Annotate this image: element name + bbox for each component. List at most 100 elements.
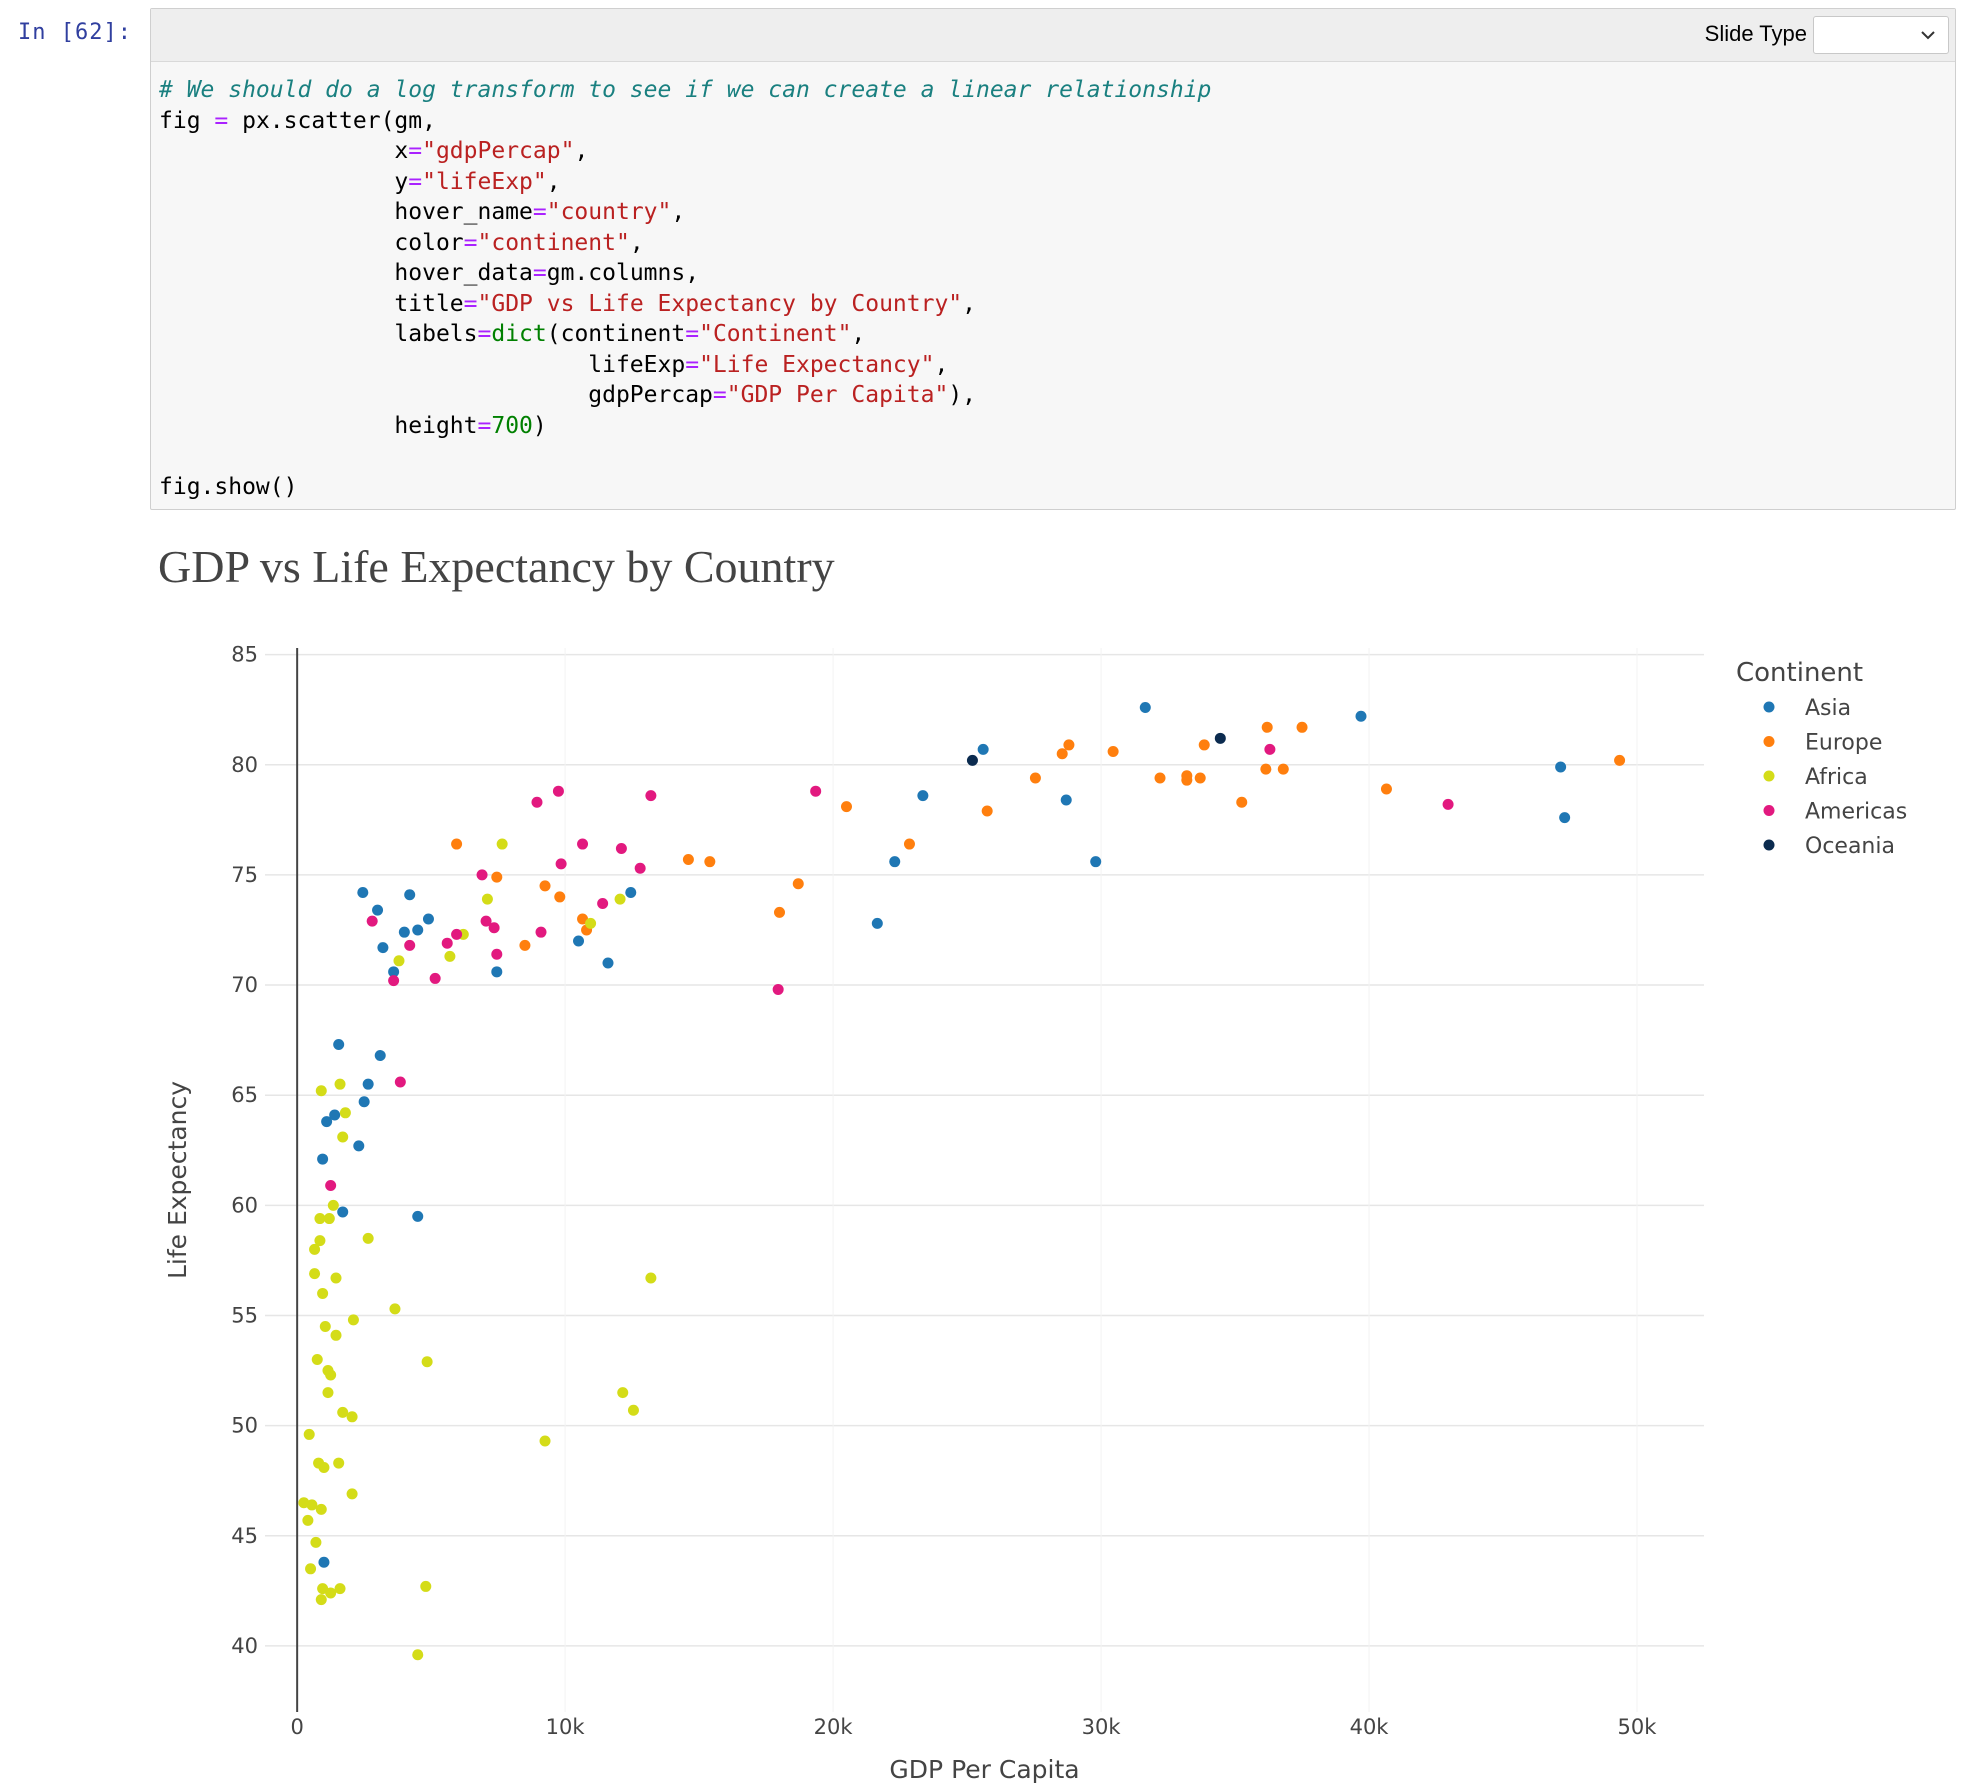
point-asia[interactable] (353, 1140, 365, 1152)
point-africa[interactable] (421, 1356, 433, 1368)
point-americas[interactable] (366, 915, 378, 927)
point-americas[interactable] (394, 1076, 406, 1088)
point-africa[interactable] (314, 1213, 326, 1225)
point-africa[interactable] (319, 1320, 331, 1332)
point-asia[interactable] (491, 966, 503, 978)
point-africa[interactable] (389, 1303, 401, 1315)
point-asia[interactable] (388, 966, 400, 978)
point-africa[interactable] (617, 1387, 629, 1399)
point-asia[interactable] (377, 942, 389, 954)
point-africa[interactable] (318, 1461, 330, 1473)
code-cell[interactable]: Slide Type # We should do a log transfor… (150, 8, 1956, 510)
point-asia[interactable] (358, 1096, 370, 1108)
point-asia[interactable] (1060, 794, 1072, 806)
point-americas[interactable] (325, 1180, 337, 1192)
point-asia[interactable] (337, 1206, 349, 1218)
point-africa[interactable] (333, 1457, 345, 1469)
point-asia[interactable] (1555, 761, 1567, 773)
point-africa[interactable] (323, 1213, 335, 1225)
point-africa[interactable] (412, 1649, 424, 1661)
point-africa[interactable] (325, 1369, 337, 1381)
legend-item-africa[interactable]: Africa (1763, 765, 1868, 790)
point-americas[interactable] (1442, 798, 1454, 810)
point-asia[interactable] (333, 1039, 345, 1051)
point-americas[interactable] (480, 915, 492, 927)
point-africa[interactable] (627, 1404, 639, 1416)
point-africa[interactable] (444, 950, 456, 962)
point-africa[interactable] (317, 1583, 329, 1595)
point-asia[interactable] (625, 887, 637, 899)
point-americas[interactable] (552, 785, 564, 797)
point-africa[interactable] (322, 1387, 334, 1399)
point-asia[interactable] (1355, 710, 1367, 722)
point-asia[interactable] (573, 935, 585, 947)
point-asia[interactable] (362, 1078, 374, 1090)
point-africa[interactable] (496, 838, 508, 850)
point-europe[interactable] (1260, 763, 1272, 775)
point-asia[interactable] (917, 790, 929, 802)
point-africa[interactable] (481, 893, 493, 905)
point-africa[interactable] (614, 893, 626, 905)
point-asia[interactable] (374, 1050, 386, 1062)
point-asia[interactable] (422, 913, 434, 925)
point-europe[interactable] (519, 939, 531, 951)
point-asia[interactable] (1090, 856, 1102, 868)
point-africa[interactable] (337, 1131, 349, 1143)
point-africa[interactable] (314, 1235, 326, 1247)
point-asia[interactable] (329, 1109, 341, 1121)
point-americas[interactable] (555, 858, 567, 870)
legend-item-americas[interactable]: Americas (1763, 800, 1908, 825)
point-europe[interactable] (792, 878, 804, 890)
point-africa[interactable] (302, 1514, 314, 1526)
code-editor[interactable]: # We should do a log transform to see if… (159, 75, 1211, 502)
point-asia[interactable] (357, 887, 369, 899)
point-asia[interactable] (1139, 701, 1151, 713)
point-asia[interactable] (318, 1556, 330, 1568)
point-americas[interactable] (772, 983, 784, 995)
point-africa[interactable] (305, 1563, 317, 1575)
point-asia[interactable] (412, 1210, 424, 1222)
point-africa[interactable] (306, 1499, 318, 1511)
point-americas[interactable] (388, 975, 400, 987)
point-africa[interactable] (309, 1243, 321, 1255)
point-europe[interactable] (682, 853, 694, 865)
point-europe[interactable] (554, 891, 566, 903)
point-africa[interactable] (334, 1078, 346, 1090)
point-europe[interactable] (981, 805, 993, 817)
point-europe[interactable] (1154, 772, 1166, 784)
point-asia[interactable] (321, 1116, 333, 1128)
point-americas[interactable] (597, 898, 609, 910)
point-europe[interactable] (577, 913, 589, 925)
point-americas[interactable] (429, 972, 441, 984)
point-europe[interactable] (840, 801, 852, 813)
point-europe[interactable] (1107, 746, 1119, 758)
point-africa[interactable] (317, 1287, 329, 1299)
point-europe[interactable] (704, 856, 716, 868)
point-americas[interactable] (441, 937, 453, 949)
point-africa[interactable] (362, 1232, 374, 1244)
point-africa[interactable] (334, 1583, 346, 1595)
point-americas[interactable] (488, 922, 500, 934)
point-africa[interactable] (315, 1085, 327, 1097)
point-americas[interactable] (404, 939, 416, 951)
point-asia[interactable] (871, 917, 883, 929)
point-asia[interactable] (1559, 812, 1571, 824)
point-europe[interactable] (1380, 783, 1392, 795)
point-americas[interactable] (577, 838, 589, 850)
point-africa[interactable] (330, 1329, 342, 1341)
point-africa[interactable] (346, 1411, 358, 1423)
point-africa[interactable] (393, 955, 405, 967)
point-americas[interactable] (476, 869, 488, 881)
point-asia[interactable] (889, 856, 901, 868)
point-europe[interactable] (1277, 763, 1289, 775)
point-asia[interactable] (412, 924, 424, 936)
point-europe[interactable] (491, 871, 503, 883)
point-europe[interactable] (1261, 721, 1273, 733)
point-asia[interactable] (372, 904, 384, 916)
slide-type-select[interactable] (1813, 16, 1949, 54)
point-africa[interactable] (347, 1314, 359, 1326)
legend-item-europe[interactable]: Europe (1763, 731, 1883, 756)
point-africa[interactable] (315, 1503, 327, 1515)
point-asia[interactable] (317, 1153, 329, 1165)
